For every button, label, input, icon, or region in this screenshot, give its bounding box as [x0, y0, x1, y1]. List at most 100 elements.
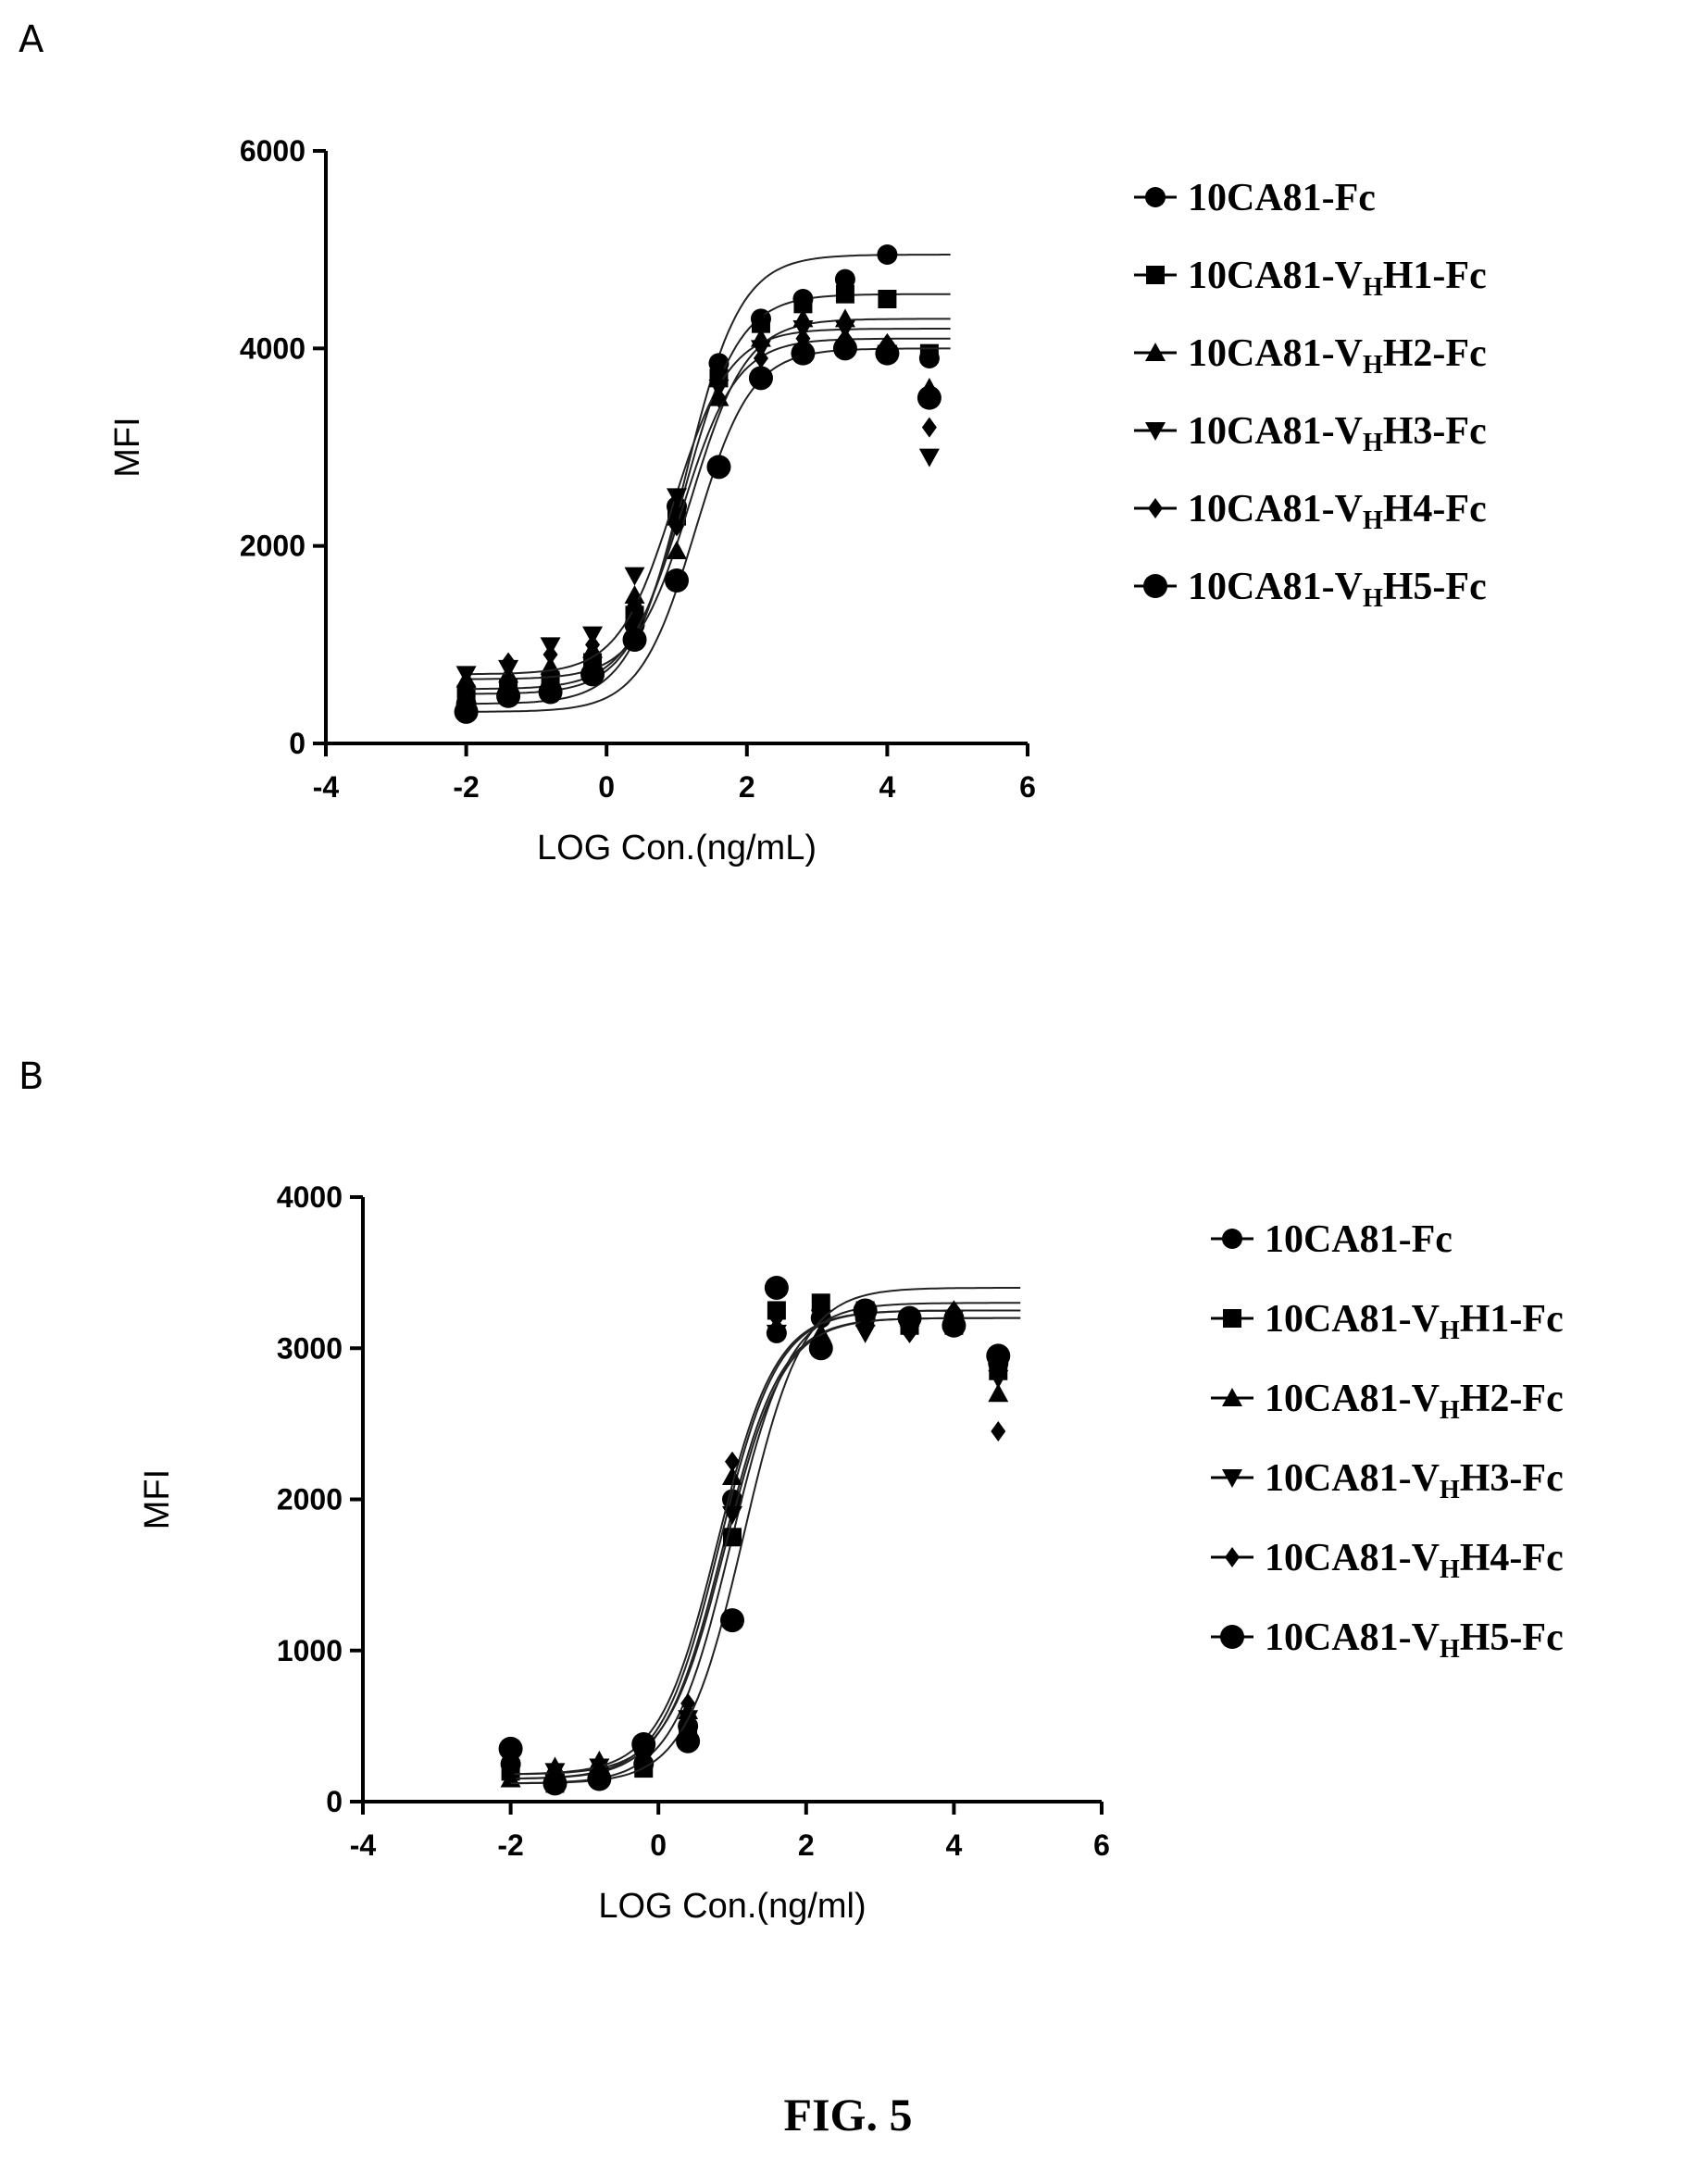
figure-caption: FIG. 5	[783, 2089, 913, 2140]
data-point	[768, 1307, 784, 1329]
x-axis-title: LOG Con.(ng/ml)	[598, 1887, 866, 1926]
fit-curve	[510, 1309, 1021, 1776]
fit-curve	[510, 1309, 1021, 1780]
x-tick-label: 6	[1019, 770, 1036, 804]
data-point	[808, 1336, 833, 1361]
data-point	[725, 1451, 740, 1472]
data-point	[667, 488, 687, 507]
legend-label-main: 10CA81-	[1188, 177, 1335, 219]
data-point	[753, 348, 768, 368]
legend-label: 10CA81-VHH2-Fc	[1188, 332, 1487, 380]
legend-label-main: 10CA81-V	[1188, 410, 1363, 453]
data-point	[669, 516, 684, 537]
data-point	[503, 1758, 518, 1779]
legend-item: 10CA81-Fc	[1211, 1218, 1453, 1261]
data-point	[986, 1343, 1011, 1368]
legend-label-main: 10CA81-V	[1188, 566, 1363, 608]
fit-curve	[466, 347, 951, 713]
x-tick-label: 2	[798, 1828, 815, 1862]
legend-item: 10CA81-VHH1-Fc	[1134, 255, 1487, 302]
legend-label-tail: Fc	[1335, 177, 1376, 219]
legend-label-main: 10CA81-V	[1265, 1616, 1440, 1659]
legend-label-tail: Fc	[1412, 1218, 1453, 1261]
x-tick-label: -4	[350, 1828, 377, 1862]
fit-curve	[466, 328, 951, 676]
x-tick-label: -2	[497, 1828, 523, 1862]
data-point	[455, 666, 477, 685]
series-10CA81-VHH2-Fc	[455, 308, 951, 688]
legend-label-main: 10CA81-V	[1188, 488, 1363, 530]
x-tick-label: 0	[650, 1828, 667, 1862]
legend-label: 10CA81-VHH3-Fc	[1265, 1457, 1564, 1504]
data-point	[711, 387, 727, 408]
data-point	[722, 1505, 742, 1525]
data-point	[988, 1383, 1009, 1403]
legend-label-main: 10CA81-V	[1188, 332, 1363, 375]
legend-label-tail: H1-Fc	[1460, 1298, 1564, 1341]
legend-label-main: 10CA81-	[1265, 1218, 1412, 1261]
data-point	[720, 1608, 744, 1633]
data-point	[835, 284, 854, 304]
series-10CA81-VHH5-Fc	[454, 336, 951, 724]
legend-item: 10CA81-VHH3-Fc	[1211, 1457, 1564, 1504]
legend-label-sub: H	[1440, 1635, 1460, 1664]
legend-marker	[1148, 498, 1163, 518]
y-tick-label: 2000	[277, 1483, 343, 1516]
fit-curve	[510, 1287, 1021, 1785]
legend-label-tail: H5-Fc	[1460, 1616, 1564, 1659]
panel-b-letter: B	[19, 1055, 44, 1098]
chart-a: -4 -2 0 2 4 6 0 2000 4000 6000 LOG Con.(ng/mL) MFI 1…	[108, 134, 1487, 867]
y-tick-label: 3000	[277, 1331, 343, 1365]
data-point	[791, 341, 816, 366]
data-point	[751, 314, 770, 333]
legend-label-tail: H4-Fc	[1460, 1537, 1564, 1579]
data-point	[921, 417, 937, 438]
legend-label-main: 10CA81-V	[1265, 1457, 1440, 1500]
fit-curve	[466, 254, 951, 705]
data-point	[624, 567, 645, 586]
y-tick-label: 4000	[240, 331, 306, 365]
legend-label: 10CA81-Fc	[1188, 177, 1376, 219]
legend-item: 10CA81-VHH4-Fc	[1134, 488, 1487, 535]
legend-label: 10CA81-VHH5-Fc	[1188, 566, 1487, 613]
legend-label-main: 10CA81-V	[1188, 255, 1363, 297]
data-point	[988, 1369, 1009, 1389]
data-point	[919, 343, 939, 363]
data-point	[793, 294, 813, 314]
data-point	[917, 385, 942, 410]
data-point	[585, 634, 601, 655]
x-tick-label: 4	[946, 1828, 963, 1862]
legend-label-tail: H3-Fc	[1383, 410, 1487, 453]
legend-marker	[1145, 343, 1166, 361]
data-point	[766, 1324, 787, 1343]
data-point	[501, 652, 517, 673]
y-tick-label: 6000	[240, 134, 306, 168]
data-point	[542, 644, 558, 665]
series-10CA81-VHH4-Fc	[503, 1300, 1021, 1785]
legend-label: 10CA81-VHH2-Fc	[1265, 1378, 1564, 1425]
data-point	[875, 341, 900, 366]
series-10CA81-VHH5-Fc	[498, 1275, 1021, 1796]
legend-label-tail: H5-Fc	[1383, 566, 1487, 608]
fit-curve	[510, 1302, 1021, 1785]
legend-label-sub: H	[1440, 1396, 1460, 1425]
data-point	[631, 1731, 656, 1756]
series-10CA81-VHH3-Fc	[500, 1309, 1021, 1785]
x-axis-title: LOG Con.(ng/mL)	[537, 829, 817, 867]
data-point	[676, 1728, 701, 1753]
legend-label-sub: H	[1440, 1555, 1460, 1584]
data-point	[991, 1421, 1006, 1442]
legend-marker	[1223, 1309, 1241, 1328]
legend-marker	[1145, 422, 1166, 441]
data-point	[853, 1298, 878, 1323]
legend-item: 10CA81-VHH2-Fc	[1211, 1378, 1564, 1425]
legend-label-tail: H3-Fc	[1460, 1457, 1564, 1500]
data-point	[624, 585, 645, 604]
legend-item: 10CA81-Fc	[1134, 177, 1376, 219]
legend-label: 10CA81-Fc	[1265, 1218, 1453, 1261]
legend-marker	[1222, 1469, 1242, 1488]
data-point	[580, 662, 605, 687]
legend-label-sub: H	[1363, 273, 1383, 302]
legend-label-main: 10CA81-V	[1265, 1378, 1440, 1420]
data-point	[723, 1528, 742, 1547]
